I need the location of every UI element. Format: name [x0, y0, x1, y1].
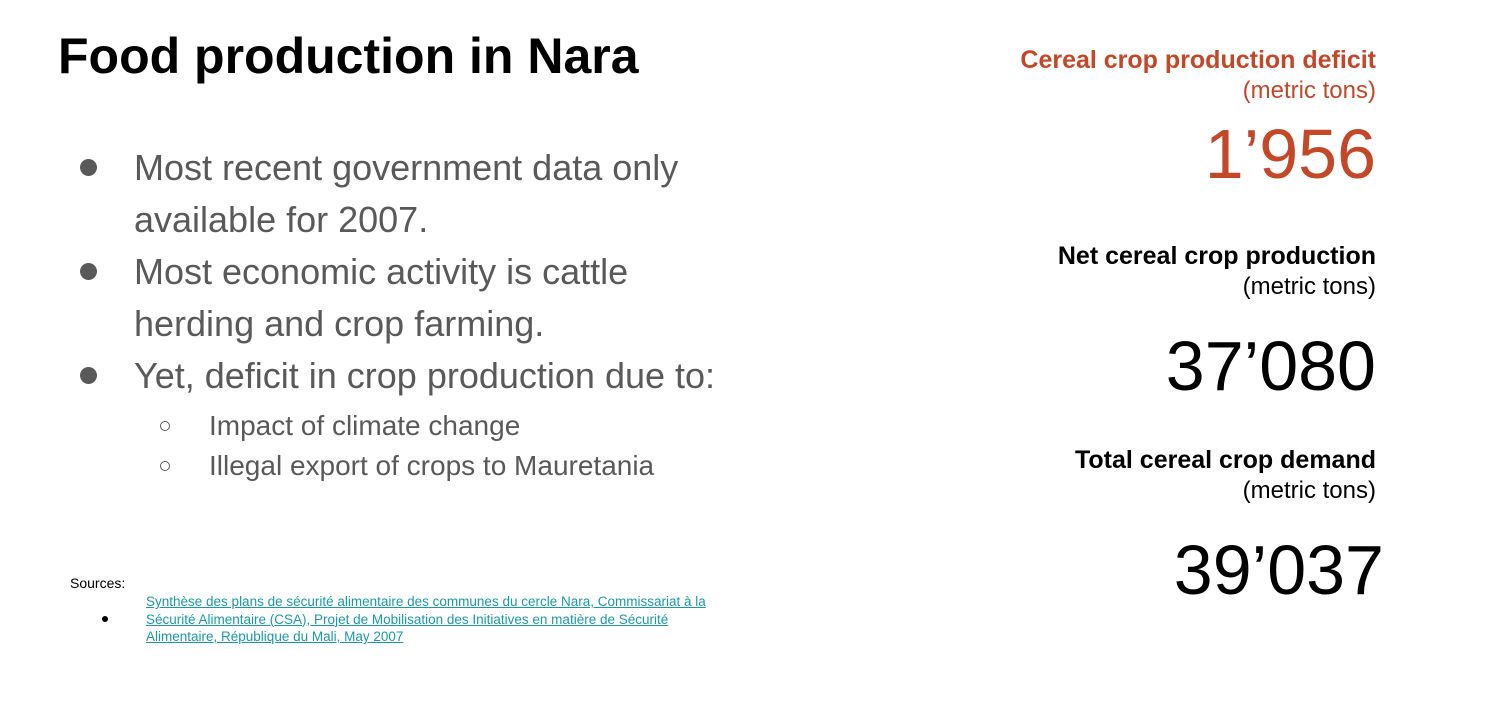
stat-total-demand: Total cereal crop demand (metric tons) 3…: [856, 444, 1384, 616]
stat-deficit: Cereal crop production deficit (metric t…: [856, 44, 1376, 200]
bullet-dot-icon: [80, 367, 97, 384]
source-link[interactable]: Synthèse des plans de sécurité alimentai…: [146, 594, 706, 644]
sub-bullet-list: Impact of climate change Illegal export …: [134, 406, 718, 486]
bullet-dot-icon: [80, 159, 97, 176]
bullet-dot-icon: [80, 263, 97, 280]
bullet-item: Yet, deficit in crop production due to: …: [78, 350, 718, 486]
source-item: Synthèse des plans de sécurité alimentai…: [70, 593, 730, 646]
bullet-item: Most recent government data only availab…: [78, 142, 718, 246]
bullet-list: Most recent government data only availab…: [78, 142, 718, 486]
bullet-dot-icon: [102, 616, 108, 622]
stat-value: 39’037: [1173, 531, 1384, 609]
hollow-circle-icon: [160, 461, 170, 471]
stats-panel: Cereal crop production deficit (metric t…: [856, 44, 1384, 616]
stat-value: 37’080: [1165, 327, 1376, 405]
slide-title: Food production in Nara: [58, 28, 639, 84]
stat-label: Net cereal crop production: [1057, 242, 1376, 270]
sub-bullet-text: Illegal export of crops to Mauretania: [209, 450, 655, 481]
stat-unit: (metric tons): [1242, 477, 1376, 504]
bullet-text: Most economic activity is cattle herding…: [134, 251, 629, 344]
sources-label: Sources:: [70, 575, 126, 591]
stat-label: Total cereal crop demand: [1074, 446, 1376, 474]
stat-unit: (metric tons): [1242, 77, 1376, 104]
bullet-text: Most recent government data only availab…: [134, 147, 679, 240]
stat-unit: (metric tons): [1242, 273, 1376, 300]
bullet-text: Yet, deficit in crop production due to:: [134, 355, 716, 396]
bullet-item: Most economic activity is cattle herding…: [78, 246, 718, 350]
hollow-circle-icon: [160, 421, 170, 431]
stat-net-production: Net cereal crop production (metric tons)…: [856, 240, 1376, 412]
sub-bullet-item: Illegal export of crops to Mauretania: [134, 446, 718, 486]
sources-section: Sources: Synthèse des plans de sécurité …: [70, 575, 730, 646]
sub-bullet-text: Impact of climate change: [209, 410, 521, 441]
stat-value: 1’956: [1204, 115, 1376, 193]
stat-label: Cereal crop production deficit: [1020, 46, 1376, 74]
sub-bullet-item: Impact of climate change: [134, 406, 718, 446]
